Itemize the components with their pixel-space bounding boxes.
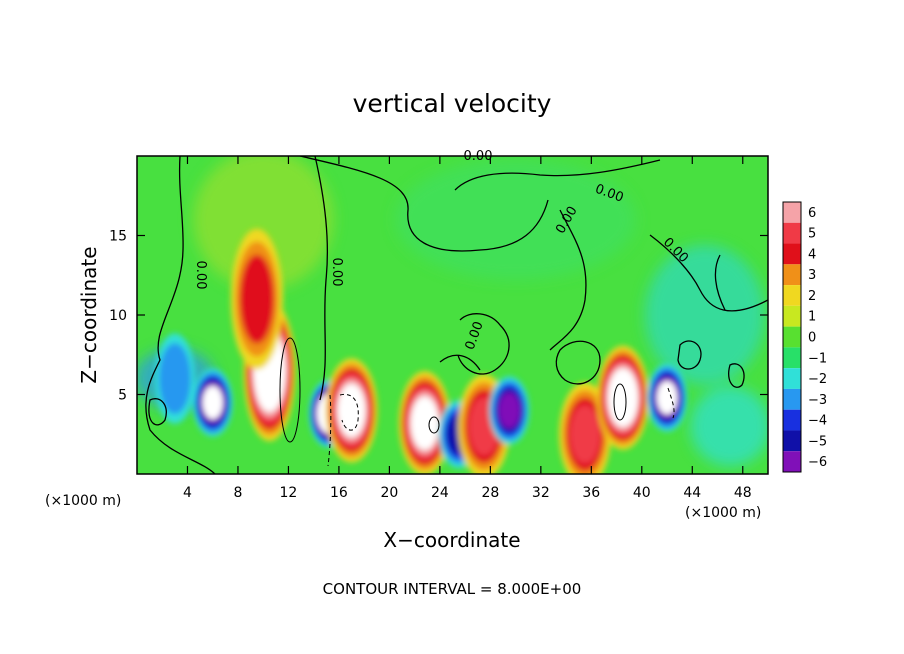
colorbar-label: −3 xyxy=(808,393,827,408)
y-axis-label: Z−coordinate xyxy=(77,246,101,383)
y-axis-ticks: 5 10 15 xyxy=(109,229,768,404)
contour-label: 0.00 xyxy=(329,258,344,287)
colorbar-label: 4 xyxy=(808,247,816,262)
colorbar-label: −5 xyxy=(808,434,827,449)
colorbar-swatch xyxy=(783,388,801,410)
field-cell-updraft-10-6 xyxy=(612,377,634,418)
x-tick-label: 48 xyxy=(734,485,752,501)
chart-title: vertical velocity xyxy=(353,89,552,118)
x-tick-label: 16 xyxy=(330,485,348,501)
x-tick-label: 32 xyxy=(532,485,550,501)
colorbar-label: 0 xyxy=(808,330,816,345)
colorbar-swatch xyxy=(783,264,801,286)
x-tick-label: 8 xyxy=(233,485,242,501)
field-region-4 xyxy=(690,386,768,467)
colorbar-swatch xyxy=(783,430,801,452)
x-tick-label: 12 xyxy=(280,485,298,501)
x-tick-label: 44 xyxy=(683,485,701,501)
field-region-1 xyxy=(395,159,636,280)
colorbar-label: −6 xyxy=(808,455,827,470)
field-cell-updraft-3-6 xyxy=(340,389,363,432)
y-axis-unit: (×1000 m) xyxy=(45,493,121,509)
x-tick-label: 4 xyxy=(183,485,192,501)
zero-contours xyxy=(145,156,768,474)
colorbar-swatch xyxy=(783,305,801,327)
y-tick-label: 10 xyxy=(109,308,127,324)
contour-interval-note: CONTOUR INTERVAL = 8.000E+00 xyxy=(323,580,582,598)
field-cell-downdraft-11-6 xyxy=(657,381,678,415)
colorbar-swatch xyxy=(783,368,801,389)
plot-area xyxy=(137,156,768,474)
colorbar-swatch xyxy=(783,409,801,431)
colorbar-swatch xyxy=(783,347,801,369)
x-axis-ticks: 4 8 12 16 20 24 28 32 36 40 44 48 xyxy=(183,156,752,501)
colorbar-swatch xyxy=(783,285,801,306)
field-cell-downdraft-12-1 xyxy=(158,343,191,414)
colorbar-label: 5 xyxy=(808,227,816,242)
colorbar: 6 5 4 3 2 1 0 −1 −2 −3 −4 −5 −6 xyxy=(782,201,827,473)
x-tick-label: 28 xyxy=(481,485,499,501)
colorbar-frame xyxy=(782,201,802,473)
field-cell-downdraft-8-4 xyxy=(498,392,521,429)
colorbar-label: −1 xyxy=(808,351,827,366)
field-region-2 xyxy=(644,245,765,385)
contour-label: 0.00 xyxy=(193,261,208,290)
colorbar-label: 3 xyxy=(808,268,816,283)
y-tick-label: 15 xyxy=(109,229,127,245)
field-cell-updraft-9-3 xyxy=(570,405,601,464)
y-tick-label: 5 xyxy=(118,388,127,404)
x-axis-label: X−coordinate xyxy=(383,528,520,552)
colorbar-label: −2 xyxy=(808,372,827,387)
field-cell-updraft-4-6 xyxy=(413,401,437,445)
field-cell-updraft-1-2 xyxy=(239,254,275,344)
colorbar-label: 1 xyxy=(808,310,816,325)
x-tick-label: 36 xyxy=(582,485,600,501)
colorbar-label: 6 xyxy=(808,206,816,221)
x-tick-label: 20 xyxy=(380,485,398,501)
colorbar-swatch xyxy=(783,202,801,223)
field-region-0 xyxy=(193,156,334,290)
colorbar-label: −4 xyxy=(808,414,827,429)
x-tick-label: 24 xyxy=(431,485,449,501)
colorbar-swatch xyxy=(783,326,801,348)
inner-contours xyxy=(279,337,675,467)
field-cell-downdraft-5-6 xyxy=(202,385,223,419)
colorbar-swatch xyxy=(783,451,801,472)
colorbar-label: 2 xyxy=(808,289,816,304)
x-tick-label: 40 xyxy=(633,485,651,501)
colorbar-swatch xyxy=(783,243,801,265)
x-axis-unit: (×1000 m) xyxy=(685,505,761,521)
colorbar-swatch xyxy=(783,222,801,244)
